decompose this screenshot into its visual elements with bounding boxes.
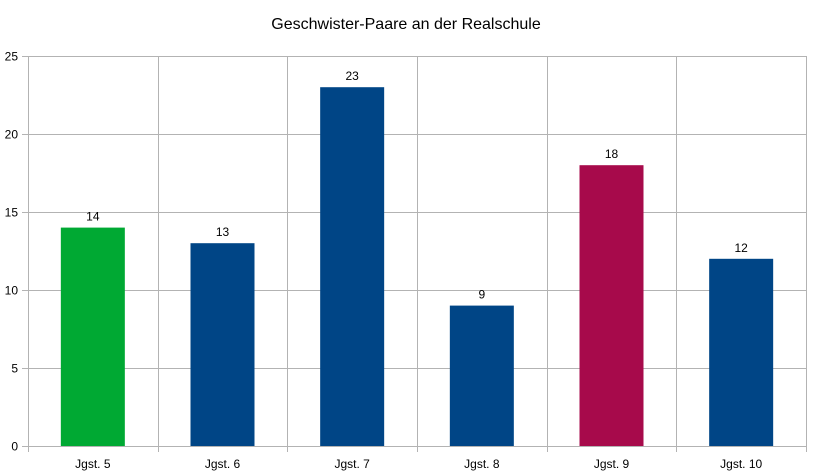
chart-title: Geschwister-Paare an der Realschule xyxy=(271,16,541,33)
data-label: 23 xyxy=(345,69,359,83)
data-label: 14 xyxy=(86,210,100,224)
bar xyxy=(320,87,385,446)
x-tick-label: Jgst. 9 xyxy=(594,457,630,471)
y-tick-label: 25 xyxy=(5,50,19,64)
x-tick-label: Jgst. 7 xyxy=(334,457,370,471)
data-label: 18 xyxy=(605,147,619,161)
y-tick-label: 20 xyxy=(5,128,19,142)
bar xyxy=(709,258,774,446)
bar xyxy=(190,243,255,446)
data-label: 9 xyxy=(478,288,485,302)
bar xyxy=(579,165,644,446)
x-tick-label: Jgst. 6 xyxy=(205,457,241,471)
x-tick-label: Jgst. 8 xyxy=(464,457,500,471)
y-tick-label: 15 xyxy=(5,206,19,220)
bars xyxy=(60,87,774,446)
x-axis: Jgst. 5 Jgst. 6 Jgst. 7 Jgst. 8 Jgst. 9 Jgst.… xyxy=(75,457,762,471)
y-tick-label: 0 xyxy=(11,440,18,454)
data-label: 13 xyxy=(216,225,230,239)
y-axis: 0 5 10 15 20 25 xyxy=(5,50,19,454)
bar xyxy=(60,227,125,446)
data-labels: 14 13 23 9 18 12 xyxy=(86,69,748,301)
bar xyxy=(449,305,514,446)
x-tick-label: Jgst. 10 xyxy=(720,457,762,471)
y-tick-label: 10 xyxy=(5,284,19,298)
gridlines xyxy=(22,56,807,452)
x-tick-label: Jgst. 5 xyxy=(75,457,111,471)
y-tick-label: 5 xyxy=(11,362,18,376)
data-label: 12 xyxy=(734,241,748,255)
